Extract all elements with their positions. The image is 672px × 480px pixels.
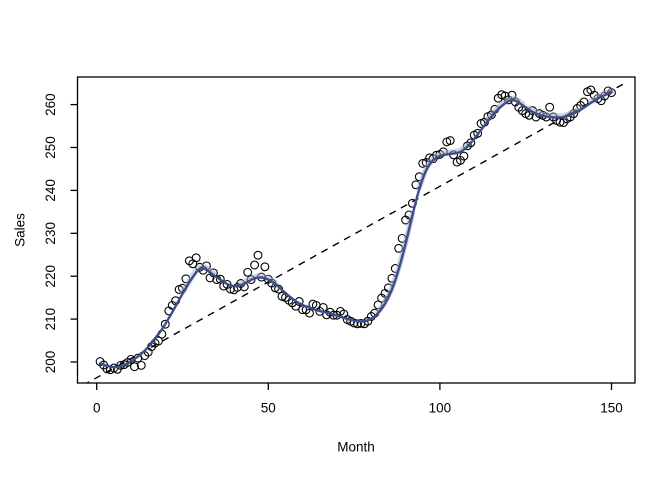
data-point bbox=[250, 260, 260, 270]
y-tick-label: 210 bbox=[43, 308, 58, 331]
plot-box bbox=[76, 76, 636, 384]
x-tick-label: 150 bbox=[600, 401, 623, 416]
lowess-halo-band bbox=[238, 273, 278, 287]
lowess-halo-band bbox=[588, 88, 615, 105]
x-tick-label: 50 bbox=[261, 401, 276, 416]
data-point bbox=[349, 318, 359, 328]
data-point bbox=[353, 319, 362, 329]
x-tick-label: 0 bbox=[93, 401, 101, 416]
data-point bbox=[473, 128, 483, 138]
y-tick-label: 260 bbox=[43, 93, 58, 116]
data-point bbox=[215, 274, 225, 284]
data-point bbox=[260, 262, 270, 272]
data-point bbox=[160, 319, 170, 329]
lowess-curve bbox=[98, 91, 613, 369]
data-point bbox=[136, 360, 146, 370]
y-axis-label: Sales bbox=[12, 213, 28, 247]
y-tick-label: 230 bbox=[43, 222, 58, 245]
data-point bbox=[445, 136, 455, 146]
data-point bbox=[459, 151, 469, 161]
data-point bbox=[243, 267, 253, 277]
data-point bbox=[130, 362, 139, 372]
data-point bbox=[253, 250, 263, 260]
y-tick-label: 240 bbox=[43, 179, 58, 202]
y-tick-label: 220 bbox=[43, 265, 58, 288]
data-point bbox=[191, 253, 201, 263]
data-point bbox=[305, 308, 314, 318]
data-point bbox=[545, 102, 555, 112]
y-tick-label: 250 bbox=[43, 136, 58, 159]
x-tick-label: 100 bbox=[429, 401, 452, 416]
data-point bbox=[154, 336, 163, 346]
lowess-halo-band bbox=[526, 105, 580, 119]
y-tick-label: 200 bbox=[43, 351, 58, 374]
x-axis-label: Month bbox=[337, 439, 375, 455]
trend-line bbox=[85, 82, 626, 383]
